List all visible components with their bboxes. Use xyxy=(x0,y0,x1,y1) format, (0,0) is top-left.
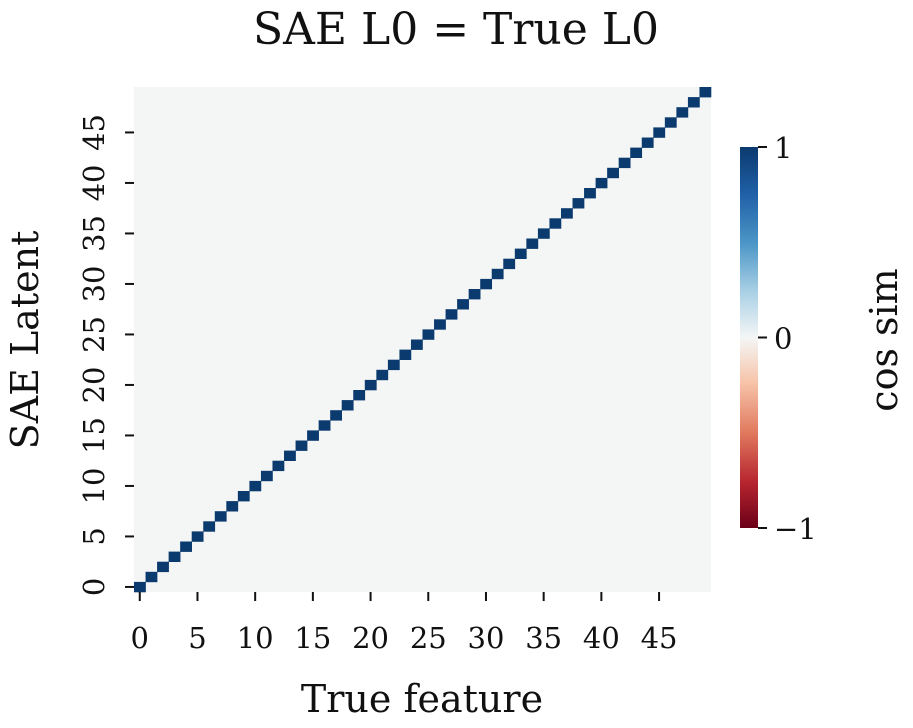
heatmap-cell-13-13 xyxy=(284,450,296,461)
heatmap-cell-49-49 xyxy=(699,87,712,98)
x-tick-label: 40 xyxy=(583,621,620,655)
heatmap-cell-15-15 xyxy=(307,430,319,441)
heatmap-cell-43-43 xyxy=(630,147,643,158)
x-tick-label: 5 xyxy=(188,621,206,655)
y-tick-label: 10 xyxy=(77,467,111,504)
heatmap-cell-21-21 xyxy=(376,369,389,381)
heatmap-cell-32-32 xyxy=(503,258,516,270)
heatmap-cell-46-46 xyxy=(664,117,677,128)
colorbar-tick-label: 1 xyxy=(774,131,792,165)
x-tick-label: 45 xyxy=(641,621,678,655)
heatmap-cell-37-37 xyxy=(560,208,573,219)
y-tick-label: 45 xyxy=(77,114,111,151)
heatmap-cell-12-12 xyxy=(272,460,285,472)
heatmap-cell-45-45 xyxy=(653,127,666,138)
heatmap-cell-5-5 xyxy=(191,531,204,542)
heatmap-cell-27-27 xyxy=(445,309,458,320)
y-tick-label: 35 xyxy=(77,215,111,252)
heatmap-cell-10-10 xyxy=(249,480,262,492)
colorbar-ticks: 1 0 −1 xyxy=(758,131,817,546)
heatmap-cell-31-31 xyxy=(491,268,504,280)
heatmap-cell-22-22 xyxy=(387,359,400,371)
heatmap-cell-6-6 xyxy=(203,521,216,532)
heatmap-cell-44-44 xyxy=(641,137,654,148)
heatmap-cell-35-35 xyxy=(537,228,550,239)
heatmap-cell-40-40 xyxy=(595,177,608,189)
heatmap-cells xyxy=(134,87,712,593)
y-tick-label: 20 xyxy=(77,366,111,403)
y-tick-label: 15 xyxy=(77,417,111,454)
heatmap-cell-1-1 xyxy=(145,571,158,583)
y-axis-label: SAE Latent xyxy=(3,231,47,450)
heatmap-cell-24-24 xyxy=(410,339,423,350)
colorbar xyxy=(740,147,758,528)
x-axis: 0 5 10 15 20 25 30 35 40 45 xyxy=(131,592,678,655)
heatmap-cell-29-29 xyxy=(468,289,481,300)
heatmap-cell-48-48 xyxy=(687,97,700,108)
heatmap-cell-18-18 xyxy=(341,400,354,411)
heatmap-cell-41-41 xyxy=(607,167,619,179)
heatmap-cell-3-3 xyxy=(168,551,181,562)
heatmap-cell-4-4 xyxy=(180,541,192,552)
heatmap-cell-38-38 xyxy=(572,198,585,209)
heatmap-cell-33-33 xyxy=(514,248,527,259)
heatmap-cell-42-42 xyxy=(618,157,631,169)
heatmap-cell-28-28 xyxy=(457,299,469,310)
heatmap-cell-39-39 xyxy=(584,188,596,199)
chart-title: SAE L0 = True L0 xyxy=(253,4,659,55)
heatmap-cell-47-47 xyxy=(676,107,689,118)
y-axis: 0 5 10 15 20 25 30 35 40 45 xyxy=(77,114,134,596)
x-tick-label: 0 xyxy=(131,621,149,655)
y-tick-label: 25 xyxy=(77,316,111,353)
heatmap-cell-11-11 xyxy=(260,470,273,482)
heatmap-cell-26-26 xyxy=(434,319,446,330)
heatmap-cell-17-17 xyxy=(330,410,343,421)
x-tick-label: 30 xyxy=(468,621,505,655)
x-tick-label: 25 xyxy=(410,621,447,655)
heatmap-cell-16-16 xyxy=(318,420,331,431)
heatmap-cell-2-2 xyxy=(157,561,169,573)
y-tick-label: 0 xyxy=(77,578,111,596)
y-tick-label: 5 xyxy=(77,527,111,545)
heatmap-cell-0-0 xyxy=(134,581,146,593)
heatmap-cell-19-19 xyxy=(353,390,366,401)
colorbar-label: cos sim xyxy=(862,268,906,411)
x-axis-label: True feature xyxy=(301,677,543,721)
x-tick-label: 10 xyxy=(237,621,274,655)
heatmap-cell-23-23 xyxy=(399,349,412,360)
heatmap-cell-14-14 xyxy=(295,440,308,451)
heatmap-cell-34-34 xyxy=(526,238,539,249)
heatmap-cell-8-8 xyxy=(226,501,239,512)
heatmap-cell-30-30 xyxy=(480,278,493,290)
heatmap-cell-36-36 xyxy=(549,218,562,229)
heatmap-cell-20-20 xyxy=(364,379,377,391)
heatmap-cell-25-25 xyxy=(422,329,435,340)
x-tick-label: 15 xyxy=(294,621,331,655)
heatmap-cell-9-9 xyxy=(237,491,250,502)
colorbar-tick-label: 0 xyxy=(774,322,792,356)
x-tick-label: 20 xyxy=(352,621,389,655)
y-tick-label: 40 xyxy=(77,164,111,201)
colorbar-tick-label: −1 xyxy=(774,512,817,546)
heatmap-cell-7-7 xyxy=(214,511,227,522)
x-tick-label: 35 xyxy=(525,621,562,655)
y-tick-label: 30 xyxy=(77,265,111,302)
